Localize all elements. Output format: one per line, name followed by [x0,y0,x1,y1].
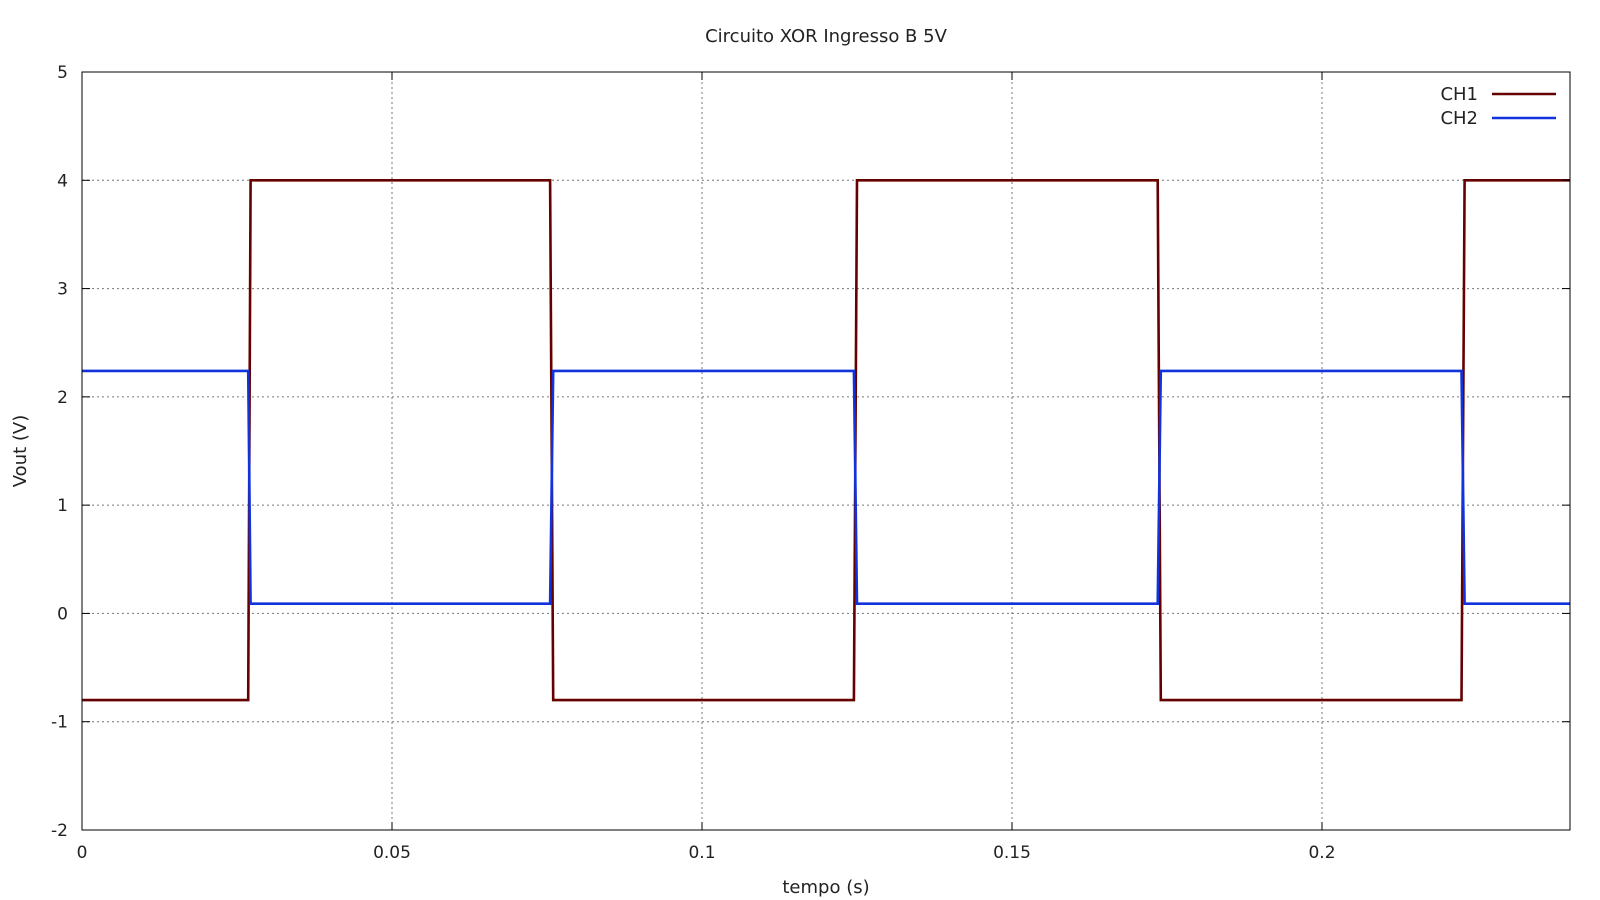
grid-layer [82,71,1570,830]
tick-layer: 0 0.05 0.1 0.15 0.2 -2 -1 0 1 2 3 4 5 [51,63,1570,863]
x-tick-label: 0 [77,843,88,863]
x-tick-label: 0.2 [1308,843,1335,863]
y-tick-label: 3 [57,280,68,300]
y-tick-label: 4 [57,171,68,191]
chart-title: Circuito XOR Ingresso B 5V [705,26,947,47]
plot-frame [81,71,1571,831]
x-tick-label: 0.15 [993,843,1031,863]
y-tick-label: -1 [51,713,68,733]
y-tick-label: 5 [57,63,68,83]
series-layer [82,179,1570,702]
series-line-ch2 [82,369,1570,606]
x-tick-label: 0.05 [373,843,411,863]
y-tick-label: -2 [51,821,68,841]
y-tick-label: 1 [57,496,68,516]
x-axis-label: tempo (s) [782,877,869,898]
legend-label-ch2: CH2 [1440,108,1478,129]
y-axis-label: Vout (V) [10,415,31,487]
y-tick-label: 0 [57,604,68,624]
y-tick-label: 2 [57,388,68,408]
series-line-ch1 [82,179,1570,702]
x-tick-label: 0.1 [688,843,715,863]
legend-label-ch1: CH1 [1440,84,1478,105]
